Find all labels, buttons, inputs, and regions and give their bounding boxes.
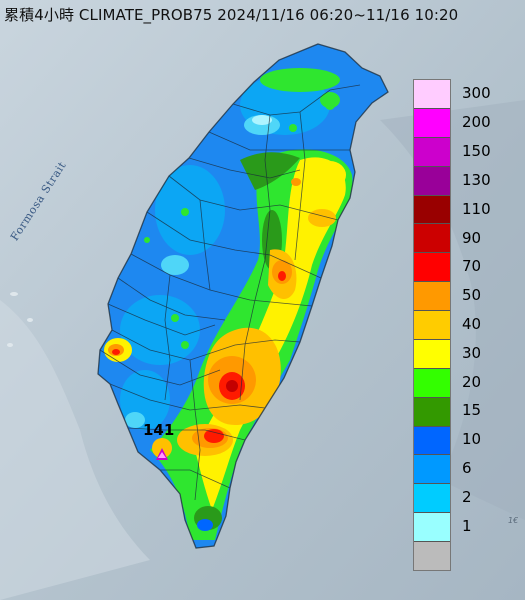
- legend-swatch: [414, 339, 450, 369]
- legend-swatch: [414, 166, 450, 196]
- edge-text-fragment: 1€: [508, 516, 519, 525]
- legend-swatch: [414, 368, 450, 398]
- legend-label: 15: [462, 401, 482, 420]
- legend-swatch: [414, 80, 450, 109]
- legend-swatch: [414, 426, 450, 456]
- rainfall-legend: [413, 79, 451, 571]
- legend-swatch: [414, 224, 450, 254]
- legend-label: 6: [462, 459, 472, 478]
- legend-label: 150: [462, 142, 491, 161]
- legend-label: 30: [462, 343, 482, 362]
- legend-label: 1: [462, 516, 472, 535]
- legend-swatch: [414, 542, 450, 570]
- rainfall-legend-labels: 300 200 150 130 110 90 70 50 40 30 20 15 10 6 2 1: [462, 79, 522, 569]
- legend-label: 20: [462, 372, 482, 391]
- legend-swatch: [414, 397, 450, 427]
- legend-label: 110: [462, 199, 491, 218]
- legend-label: 90: [462, 228, 482, 247]
- legend-swatch: [414, 253, 450, 283]
- legend-swatch: [414, 137, 450, 167]
- legend-swatch: [414, 282, 450, 311]
- legend-label: 50: [462, 286, 482, 305]
- station-value-label: 141: [143, 421, 175, 439]
- legend-swatch: [414, 195, 450, 225]
- map-title: 累積4小時 CLIMATE_PROB75 2024/11/16 06:20~11…: [4, 6, 459, 24]
- legend-label: 40: [462, 315, 482, 333]
- legend-label: 200: [462, 113, 491, 132]
- legend-swatch: [414, 455, 450, 485]
- legend-swatch: [414, 513, 450, 542]
- legend-label: 130: [462, 170, 491, 189]
- legend-label: 10: [462, 430, 482, 449]
- legend-label: 70: [462, 257, 482, 276]
- legend-swatch: [414, 484, 450, 514]
- legend-label: 300: [462, 84, 491, 103]
- legend-label: 2: [462, 487, 472, 506]
- legend-swatch: [414, 108, 450, 138]
- legend-swatch: [414, 311, 450, 340]
